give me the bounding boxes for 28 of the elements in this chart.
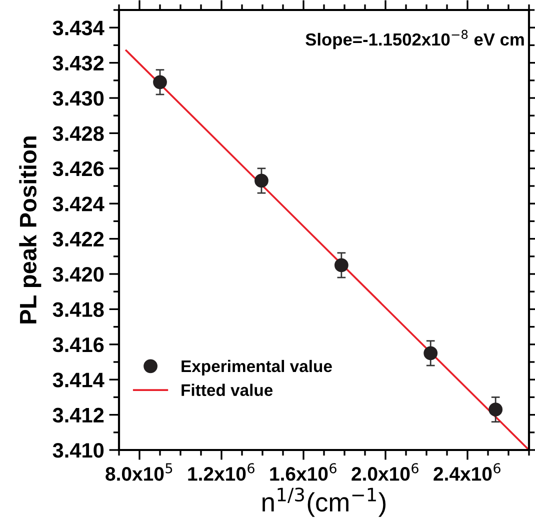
y-tick-label: 3.428 — [52, 126, 104, 141]
point — [334, 258, 348, 272]
y-tick-label: 3.434 — [52, 20, 104, 36]
x-axis-title: n$^{1/3}$(cm$^{−1}$) — [262, 488, 386, 517]
point — [153, 75, 167, 90]
x-tick-label: 1.6x10$^{6}$ — [270, 463, 336, 481]
y-tick-label: 3.410 — [52, 443, 104, 458]
x-tick-label: 2.0x10$^{6}$ — [352, 463, 418, 481]
y-tick-label: 3.432 — [52, 56, 104, 71]
y-tick-label: 3.420 — [52, 267, 104, 282]
x-tick-label: 1.2x10$^{6}$ — [188, 463, 254, 481]
y-tick-label: 3.414 — [52, 372, 104, 388]
y-tick-label: 3.412 — [52, 408, 104, 423]
y-tick-label: 3.430 — [52, 91, 104, 106]
x-tick-label: 2.4x10$^{6}$ — [434, 463, 500, 481]
legend-label: Fitted value — [182, 384, 273, 396]
y-tick-label: 3.422 — [52, 232, 104, 247]
point — [424, 346, 438, 360]
point — [488, 402, 503, 416]
y-axis-title: PL peak Position — [19, 136, 42, 324]
point — [254, 174, 268, 188]
annotation: Slope=-1.1502x10$^{−8}$ eV cm — [306, 30, 524, 50]
y-tick-label: 3.416 — [52, 337, 104, 352]
y-tick-label: 3.424 — [52, 196, 104, 212]
y-tick-label: 3.418 — [52, 302, 104, 317]
y-tick-label: 3.426 — [52, 161, 104, 176]
legend-label: Experimental value — [182, 360, 332, 376]
x-tick-label: 8.0x10$^{5}$ — [106, 463, 172, 481]
